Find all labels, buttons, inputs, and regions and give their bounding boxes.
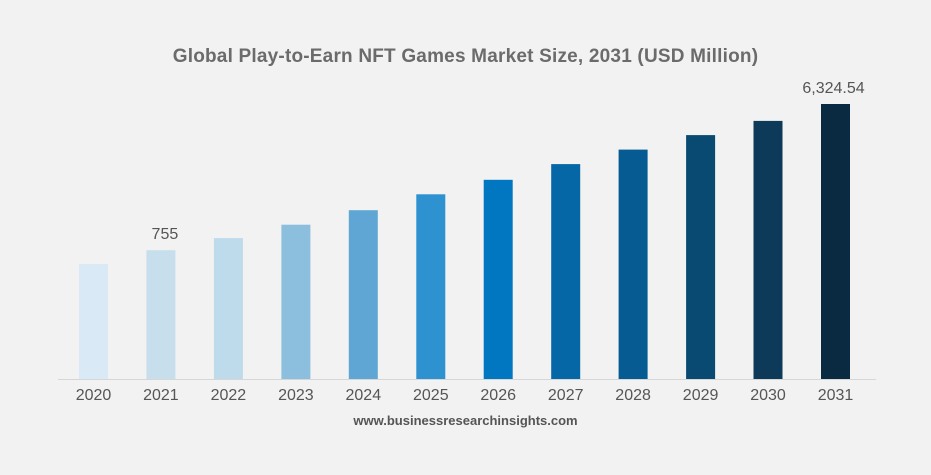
data-label-2021: 755	[152, 226, 179, 243]
x-tick-label-2028: 2028	[615, 387, 651, 404]
bar-2023	[281, 224, 311, 379]
x-tick-label-2020: 2020	[76, 387, 112, 404]
source-url: www.businessresearchinsights.com	[353, 413, 578, 428]
x-tick-label-2021: 2021	[143, 387, 179, 404]
bar-2026	[483, 179, 513, 379]
x-tick-label-2030: 2030	[750, 387, 786, 404]
x-tick-label-2027: 2027	[548, 387, 584, 404]
x-tick-label-2022: 2022	[211, 387, 247, 404]
x-tick-label-2031: 2031	[818, 387, 854, 404]
bar-2031	[821, 104, 850, 379]
bar-2022	[213, 238, 243, 379]
data-label-2031: 6,324.54	[802, 80, 864, 97]
bar-2021	[146, 250, 176, 379]
bar-2024	[348, 210, 378, 379]
bar-2027	[551, 164, 581, 379]
x-tick-label-2023: 2023	[278, 387, 314, 404]
bars-group	[79, 104, 850, 380]
x-tick-label-2026: 2026	[480, 387, 516, 404]
bar-2028	[618, 149, 648, 379]
bar-2025	[416, 194, 446, 379]
tick-labels-group: 2020 2021 2022 2023 2024 2025 2026 2027 2028 2029…	[76, 387, 854, 404]
data-labels-group: 755 6,324.54	[152, 80, 865, 243]
bar-2030	[753, 120, 783, 380]
bar-2029	[686, 135, 716, 379]
x-tick-label-2024: 2024	[346, 387, 382, 404]
chart-title: Global Play-to-Earn NFT Games Market Siz…	[172, 46, 759, 67]
bar-2020	[79, 264, 108, 379]
x-tick-label-2029: 2029	[683, 387, 719, 404]
x-tick-label-2025: 2025	[413, 387, 449, 404]
